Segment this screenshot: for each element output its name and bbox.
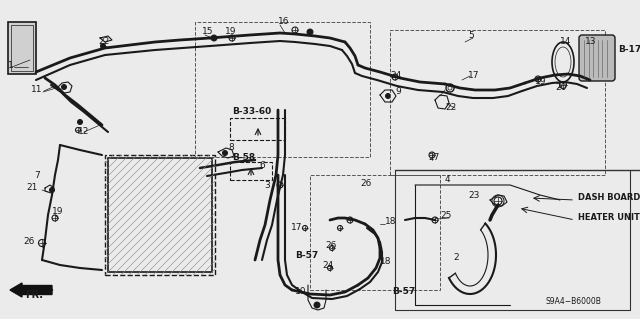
Text: 20: 20 <box>555 84 566 93</box>
Text: 3: 3 <box>264 181 270 189</box>
Text: 7: 7 <box>35 170 40 180</box>
Bar <box>390 30 605 175</box>
Text: 17: 17 <box>291 224 302 233</box>
Text: B-33-60: B-33-60 <box>232 108 271 116</box>
Text: 23: 23 <box>468 190 480 199</box>
Circle shape <box>49 188 54 192</box>
Bar <box>230 162 272 180</box>
Text: 26: 26 <box>325 241 337 249</box>
Text: 19: 19 <box>52 207 63 217</box>
Text: 22: 22 <box>445 103 456 113</box>
Circle shape <box>223 151 227 155</box>
Text: FR.: FR. <box>25 290 43 300</box>
Bar <box>105 155 215 275</box>
Text: 26: 26 <box>360 179 371 188</box>
Bar <box>8 22 36 74</box>
Text: 18: 18 <box>380 257 392 266</box>
Text: HEATER UNIT: HEATER UNIT <box>578 213 640 222</box>
Circle shape <box>307 29 313 35</box>
Text: 8: 8 <box>228 144 234 152</box>
Text: 11: 11 <box>31 85 42 94</box>
Circle shape <box>77 120 83 124</box>
Text: 16: 16 <box>278 18 289 26</box>
Bar <box>310 175 440 290</box>
Text: 9: 9 <box>395 87 401 97</box>
Text: 14: 14 <box>560 38 572 47</box>
Bar <box>108 158 212 272</box>
Text: 27: 27 <box>428 153 440 162</box>
Text: 6: 6 <box>259 160 265 169</box>
FancyArrow shape <box>10 283 52 297</box>
Text: 15: 15 <box>202 27 214 36</box>
Text: B-17-20: B-17-20 <box>618 46 640 55</box>
Bar <box>195 22 370 157</box>
Text: B-57: B-57 <box>295 250 318 259</box>
Circle shape <box>385 93 390 99</box>
Text: 19: 19 <box>225 27 237 36</box>
Text: 24: 24 <box>322 261 333 270</box>
Text: DASH BOARD LOWER: DASH BOARD LOWER <box>578 194 640 203</box>
Text: 4: 4 <box>445 175 451 184</box>
Text: 22: 22 <box>98 38 109 47</box>
Text: B-58: B-58 <box>232 153 255 162</box>
Text: 26: 26 <box>24 238 35 247</box>
Text: 1: 1 <box>8 61 13 70</box>
Text: 25: 25 <box>440 211 451 219</box>
Text: 24: 24 <box>390 70 401 79</box>
Text: 13: 13 <box>585 38 596 47</box>
Circle shape <box>100 43 106 48</box>
Text: 10: 10 <box>295 287 307 296</box>
Text: 21: 21 <box>27 183 38 192</box>
Text: 2: 2 <box>453 254 459 263</box>
Text: 18: 18 <box>385 218 397 226</box>
Text: 5: 5 <box>468 31 474 40</box>
Circle shape <box>314 302 320 308</box>
Text: 17: 17 <box>468 70 479 79</box>
Bar <box>11 25 33 71</box>
FancyBboxPatch shape <box>579 35 615 81</box>
Circle shape <box>211 35 217 41</box>
Bar <box>230 118 285 140</box>
Text: B-57: B-57 <box>392 287 415 296</box>
Text: 19: 19 <box>535 78 547 86</box>
Circle shape <box>61 85 67 90</box>
Text: 12: 12 <box>78 128 90 137</box>
Text: S9A4−B6000B: S9A4−B6000B <box>545 298 601 307</box>
